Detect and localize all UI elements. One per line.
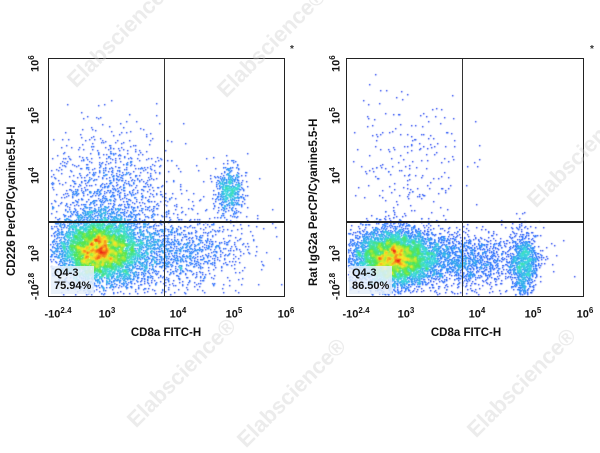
left-xtick-neg: -102.4 (44, 306, 72, 321)
right-ytick-1e4: 104 (328, 167, 343, 184)
right-ytick-1e5: 105 (328, 107, 343, 124)
right-asterisk: * (590, 44, 594, 55)
right-xtick-1e4: 104 (468, 306, 486, 321)
right-gate-name: Q4-3 (352, 267, 377, 279)
left-ytick-1e3: 103 (27, 245, 42, 262)
left-y-axis-label: CD226 PerCP/Cyanine5.5-H (6, 126, 18, 276)
right-gate-label: Q4-3 86.50% (349, 266, 393, 294)
right-xtick-1e3: 103 (397, 306, 415, 321)
left-ytick-1e5: 105 (27, 107, 42, 124)
right-quadrant-horizontal-line (347, 221, 583, 223)
left-plot-area: Q4-3 75.94% (48, 58, 285, 297)
left-ytick-1e6: 106 (27, 55, 42, 72)
right-plot-panel: Rat IgG2a PerCP/Cyanine5.5-H -102.8 103 … (300, 0, 600, 427)
right-x-axis-label: CD8a FITC-H (430, 327, 502, 339)
left-gate-label: Q4-3 75.94% (51, 266, 95, 294)
left-quadrant-horizontal-line (49, 221, 284, 223)
left-xtick-1e5: 105 (225, 306, 243, 321)
right-ytick-1e3: 103 (328, 245, 343, 262)
right-dot-density (347, 59, 583, 296)
left-quadrant-vertical-line (164, 59, 165, 296)
left-x-axis-label: CD8a FITC-H (130, 327, 202, 339)
left-plot-panel: CD226 PerCP/Cyanine5.5-H -102.8 103 104 … (0, 0, 300, 427)
left-ytick-neg: -102.8 (27, 272, 42, 300)
left-xtick-1e6: 106 (277, 306, 295, 321)
left-gate-value: 75.94% (54, 280, 92, 292)
right-xtick-neg: -102.4 (342, 306, 370, 321)
left-xtick-1e4: 104 (169, 306, 187, 321)
right-gate-value: 86.50% (352, 280, 390, 292)
left-gate-name: Q4-3 (54, 267, 79, 279)
right-y-axis-label: Rat IgG2a PerCP/Cyanine5.5-H (308, 118, 320, 286)
left-dot-density (49, 59, 284, 296)
right-xtick-1e5: 105 (524, 306, 542, 321)
right-ytick-1e6: 106 (328, 55, 343, 72)
right-ytick-neg: -102.8 (328, 272, 343, 300)
right-plot-area: Q4-3 86.50% (346, 58, 584, 297)
left-xtick-1e3: 103 (98, 306, 116, 321)
right-xtick-1e6: 106 (576, 306, 594, 321)
left-ytick-1e4: 104 (27, 167, 42, 184)
right-quadrant-vertical-line (462, 59, 463, 296)
left-asterisk: * (290, 44, 294, 55)
